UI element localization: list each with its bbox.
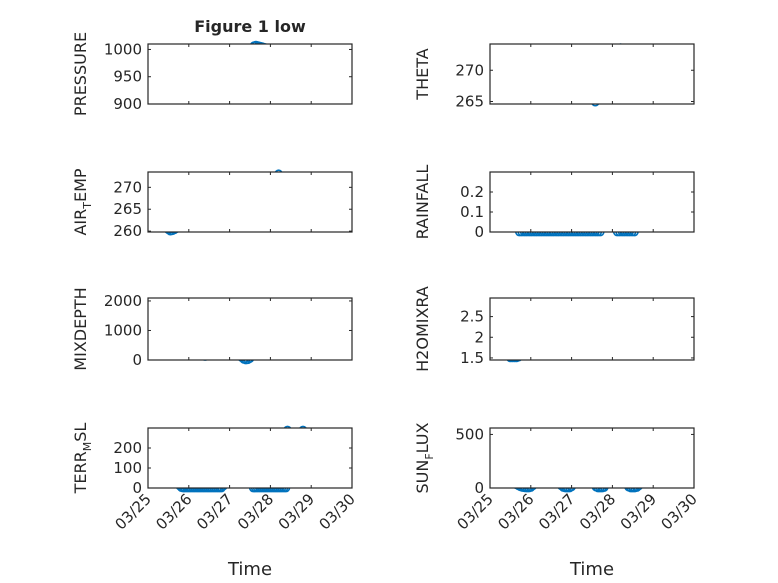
y-tick-label: 260 <box>113 222 142 240</box>
y-tick-label: 265 <box>113 200 142 218</box>
y-tick-label: 270 <box>455 61 484 79</box>
y-axis-label: SUNFLUX <box>413 422 436 493</box>
y-axis-label-main: MIXDEPTH <box>71 287 90 370</box>
y-axis-label-main: H2OMIXRA <box>413 286 432 372</box>
y-tick-label: 100 <box>113 459 142 477</box>
y-axis-label-subscript: T <box>81 202 94 210</box>
y-axis-label: TERRMSL <box>71 423 94 495</box>
axes-frame <box>147 43 353 105</box>
x-tick-label: 03/29 <box>617 490 660 533</box>
subplot-h2omixra: 1.5 2 2.5 H2OMIXRA <box>413 286 695 372</box>
y-axis-label-main: PRESSURE <box>71 32 90 116</box>
x-axis-label: Time <box>227 559 272 580</box>
y-tick-label: 0.1 <box>460 203 484 221</box>
subplot-air_temp: 260 265 270 AIRTEMP <box>71 168 353 240</box>
axes-frame <box>489 171 695 233</box>
y-axis-label-rest: EMP <box>71 168 90 202</box>
figure-title: Figure 1 low <box>194 17 306 36</box>
y-tick-label: 0.2 <box>460 183 484 201</box>
y-tick-label: 0 <box>132 479 142 497</box>
x-tick-label: 03/30 <box>316 490 359 533</box>
subplot-theta: 265 270 THETA <box>413 43 695 111</box>
y-tick-label: 1000 <box>104 40 142 58</box>
subplot-terr_msl: 0100200TERRMSL03/2503/2603/2703/2803/290… <box>71 423 359 580</box>
y-axis-label: MIXDEPTH <box>71 287 90 370</box>
x-axis-label: Time <box>569 559 614 580</box>
x-tick-label: 03/29 <box>275 490 318 533</box>
y-axis-label: PRESSURE <box>71 32 90 116</box>
y-axis-label: RAINFALL <box>413 165 432 240</box>
y-axis-label-main: TERR <box>71 451 90 494</box>
y-tick-label: 0 <box>474 223 484 241</box>
x-tick-label: 03/26 <box>494 490 537 533</box>
y-axis-label: H2OMIXRA <box>413 286 432 372</box>
y-tick-label: 0 <box>474 479 484 497</box>
y-axis-label: AIRTEMP <box>71 168 94 235</box>
axes-frame <box>147 297 353 361</box>
y-tick-label: 200 <box>113 439 142 457</box>
axes-frame <box>489 297 695 361</box>
y-axis-label: THETA <box>413 48 432 100</box>
y-tick-label: 2.5 <box>460 308 484 326</box>
y-axis-label-main: SUN <box>413 460 432 494</box>
y-tick-label: 0 <box>132 351 142 369</box>
subplot-rainfall: 0 0.1 0.2 RAINFALL <box>413 165 695 241</box>
axes-frame <box>147 427 353 489</box>
y-axis-label-subscript: F <box>423 453 436 459</box>
y-tick-label: 500 <box>455 425 484 443</box>
y-axis-label-main: AIR <box>71 209 90 236</box>
y-axis-label-main: RAINFALL <box>413 165 432 240</box>
y-tick-label: 1.5 <box>460 349 484 367</box>
axes-frame <box>489 427 695 489</box>
x-tick-label: 03/27 <box>193 490 236 533</box>
y-tick-label: 950 <box>113 68 142 86</box>
y-axis-label-main: THETA <box>413 48 432 100</box>
subplot-sun_flux: 0500SUNFLUX03/2503/2603/2703/2803/2903/3… <box>413 422 701 580</box>
y-axis-label-subscript: M <box>81 442 94 452</box>
y-tick-label: 265 <box>455 93 484 111</box>
y-tick-label: 900 <box>113 95 142 113</box>
y-axis-label-rest: LUX <box>413 422 432 453</box>
y-axis-label-rest: SL <box>71 423 90 442</box>
subplot-pressure: 900 950 1000 PRESSURE Figure 1 low <box>71 17 353 116</box>
subplot-mixdepth: 0 1000 2000 MIXDEPTH <box>71 287 353 371</box>
x-tick-label: 03/27 <box>535 490 578 533</box>
y-tick-label: 1000 <box>104 321 142 339</box>
x-tick-label: 03/28 <box>234 490 277 533</box>
x-tick-label: 03/28 <box>576 490 619 533</box>
x-tick-label: 03/30 <box>658 490 701 533</box>
y-tick-label: 270 <box>113 178 142 196</box>
axes-frame <box>147 171 353 233</box>
y-tick-label: 2 <box>474 328 484 346</box>
y-tick-label: 2000 <box>104 292 142 310</box>
axes-frame <box>489 43 695 105</box>
x-tick-label: 03/26 <box>152 490 195 533</box>
